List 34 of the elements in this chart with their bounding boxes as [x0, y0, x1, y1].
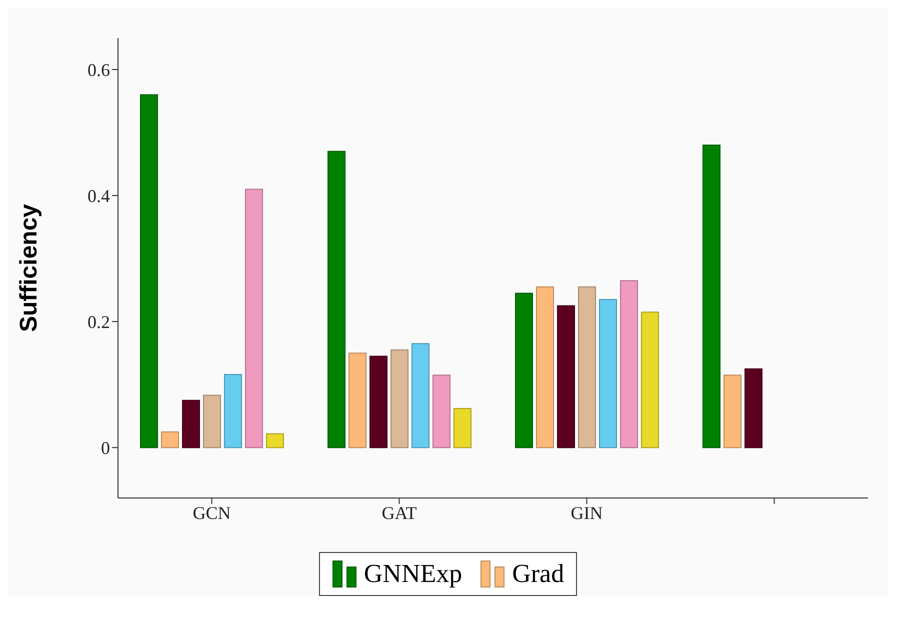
bar	[348, 352, 366, 448]
y-axis-title: Sufficiency	[16, 203, 43, 332]
legend-label: GNNExp	[364, 559, 462, 589]
x-tick-label: GCN	[192, 502, 231, 523]
bar	[140, 94, 158, 448]
y-tick-label: 0	[101, 438, 110, 458]
x-tick-label: GIN	[570, 502, 603, 523]
bar	[370, 356, 388, 448]
bar	[161, 431, 179, 448]
bar	[536, 286, 554, 448]
bar	[245, 188, 263, 448]
bar	[390, 349, 408, 448]
bar	[432, 374, 450, 448]
x-tick-label: GAT	[382, 502, 417, 523]
bar	[724, 374, 742, 448]
bar	[454, 408, 472, 448]
bar	[744, 368, 762, 448]
bar	[328, 150, 346, 448]
legend-label: Grad	[512, 559, 564, 589]
bar	[224, 374, 242, 448]
y-tick-label: 0.6	[88, 60, 110, 80]
bar	[599, 299, 617, 448]
bar	[620, 280, 638, 448]
bar	[641, 312, 659, 448]
y-tick-label: 0.4	[88, 186, 110, 206]
bar	[578, 286, 596, 448]
y-tick-label: 0.2	[88, 312, 110, 332]
bar	[266, 433, 284, 448]
bar	[182, 400, 200, 448]
bar	[203, 394, 221, 448]
bar	[702, 144, 720, 448]
bar	[412, 343, 430, 448]
bar	[557, 305, 575, 448]
bar	[515, 292, 533, 448]
